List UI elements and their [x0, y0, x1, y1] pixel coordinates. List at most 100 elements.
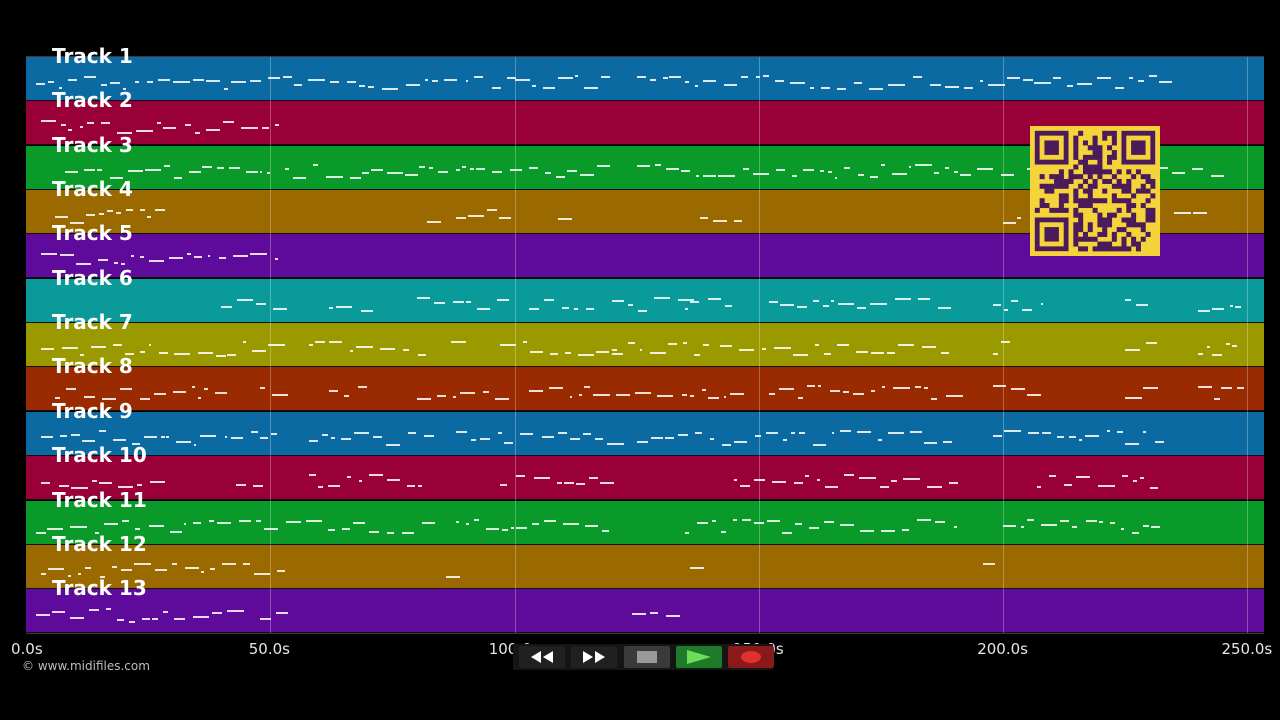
note-mark	[60, 435, 68, 437]
note-mark	[695, 175, 699, 177]
note-mark	[858, 174, 864, 176]
note-mark	[733, 220, 742, 222]
note-mark	[121, 520, 129, 522]
note-mark	[667, 343, 677, 345]
note-mark	[405, 174, 418, 176]
note-mark	[808, 527, 819, 529]
note-mark	[802, 169, 814, 171]
note-mark	[753, 479, 765, 481]
note-mark	[128, 170, 144, 172]
note-mark	[466, 523, 470, 525]
note-mark	[703, 175, 716, 177]
note-mark	[888, 84, 906, 86]
note-mark	[164, 165, 171, 167]
note-mark	[227, 354, 237, 356]
track-label: Track 5	[52, 221, 133, 245]
note-mark	[474, 519, 479, 521]
note-mark	[1125, 443, 1140, 445]
note-mark	[856, 351, 869, 353]
note-mark	[567, 170, 578, 172]
note-mark	[528, 167, 538, 169]
note-mark	[837, 303, 855, 305]
note-mark	[542, 436, 554, 438]
note-mark	[574, 75, 579, 77]
note-mark	[1158, 81, 1172, 83]
note-mark	[99, 576, 105, 578]
note-mark	[881, 386, 886, 388]
note-mark	[908, 166, 912, 168]
note-mark	[499, 344, 516, 346]
note-mark	[330, 437, 336, 439]
track-lane	[26, 323, 1264, 367]
note-mark	[1076, 83, 1093, 85]
note-mark	[859, 530, 874, 532]
fast-forward-button[interactable]	[571, 646, 617, 668]
note-mark	[543, 299, 555, 301]
note-mark	[558, 218, 573, 220]
note-mark	[563, 482, 574, 484]
note-mark	[250, 431, 258, 433]
qr-code-icon	[1030, 126, 1160, 256]
note-mark	[924, 442, 937, 444]
note-mark	[1146, 342, 1158, 344]
note-mark	[114, 262, 118, 264]
note-mark	[94, 532, 99, 534]
note-mark	[828, 171, 832, 173]
note-mark	[945, 167, 950, 169]
note-mark	[386, 444, 401, 446]
note-mark	[1085, 520, 1098, 522]
note-mark	[155, 209, 166, 211]
note-mark	[663, 77, 668, 79]
note-mark	[216, 167, 224, 169]
note-mark	[858, 477, 876, 479]
note-mark	[100, 122, 111, 124]
note-mark	[272, 394, 289, 396]
note-mark	[419, 166, 426, 168]
note-mark	[369, 474, 384, 476]
note-mark	[207, 255, 211, 257]
note-mark	[713, 220, 727, 222]
note-mark	[184, 567, 199, 569]
note-mark	[474, 76, 484, 78]
note-mark	[523, 341, 527, 343]
note-mark	[1057, 436, 1064, 438]
rewind-button[interactable]	[519, 646, 565, 668]
note-mark	[107, 210, 114, 212]
note-mark	[272, 308, 287, 310]
note-mark	[341, 528, 350, 530]
note-mark	[245, 171, 258, 173]
note-mark	[466, 301, 471, 303]
note-mark	[720, 531, 726, 533]
note-mark	[60, 124, 67, 126]
note-mark	[358, 480, 362, 482]
note-mark	[329, 341, 342, 343]
play-button[interactable]	[676, 646, 722, 668]
note-mark	[586, 308, 595, 310]
note-mark	[250, 253, 268, 255]
note-mark	[336, 306, 353, 308]
note-mark	[47, 81, 54, 83]
note-mark	[509, 169, 522, 171]
note-mark	[205, 129, 220, 131]
note-mark	[499, 217, 511, 219]
note-mark	[82, 440, 95, 442]
note-mark	[886, 352, 895, 354]
note-mark	[84, 396, 96, 398]
note-mark	[470, 168, 475, 170]
note-mark	[189, 171, 201, 173]
note-mark	[476, 168, 485, 170]
stop-button[interactable]	[624, 646, 670, 668]
note-mark	[575, 483, 586, 485]
track-lane	[26, 501, 1264, 545]
note-mark	[143, 436, 157, 438]
note-mark	[89, 609, 100, 611]
note-mark	[282, 76, 292, 78]
note-mark	[275, 612, 288, 614]
note-mark	[137, 484, 142, 486]
note-mark	[346, 476, 352, 478]
note-mark	[209, 568, 216, 570]
note-mark	[170, 531, 182, 533]
note-mark	[829, 390, 840, 392]
note-mark	[558, 77, 573, 79]
record-button[interactable]	[728, 646, 774, 668]
